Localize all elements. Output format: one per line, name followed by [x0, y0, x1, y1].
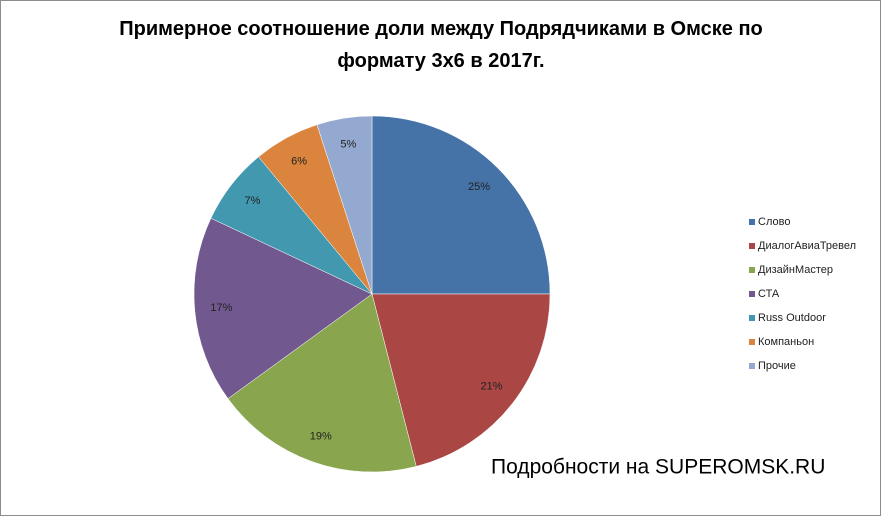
data-label: 17% — [210, 302, 232, 314]
data-label: 5% — [340, 138, 356, 150]
legend-label: СТА — [758, 288, 780, 300]
pie-slice — [371, 293, 551, 467]
legend-label: ДизайнМастер — [758, 264, 833, 276]
data-label: 21% — [481, 381, 503, 393]
pie-slice — [227, 293, 417, 473]
legend-label: Слово — [758, 216, 790, 228]
pie-slice — [371, 115, 551, 295]
chart-title: Примерное соотношение доли между Подрядч… — [119, 18, 763, 72]
legend-label: Russ Outdoor — [758, 312, 826, 324]
data-label: 6% — [291, 155, 307, 167]
legend-swatch — [749, 339, 755, 345]
pie-slice — [316, 115, 373, 295]
data-label: 19% — [310, 430, 332, 442]
annotation: Подробности на SUPEROMSK.RU — [491, 456, 825, 479]
legend-swatch — [749, 243, 755, 249]
data-label: 25% — [468, 181, 490, 193]
legend-swatch — [749, 267, 755, 273]
legend-swatch — [749, 219, 755, 225]
legend-label: Прочие — [758, 360, 796, 372]
pie-slice — [193, 217, 373, 399]
legend-label: ДиалогАвиаТревел — [758, 240, 856, 252]
legend-swatch — [749, 291, 755, 297]
legend-swatch — [749, 315, 755, 321]
legend-swatch — [749, 363, 755, 369]
legend-label: Компаньон — [758, 336, 814, 348]
data-label: 7% — [244, 195, 260, 207]
